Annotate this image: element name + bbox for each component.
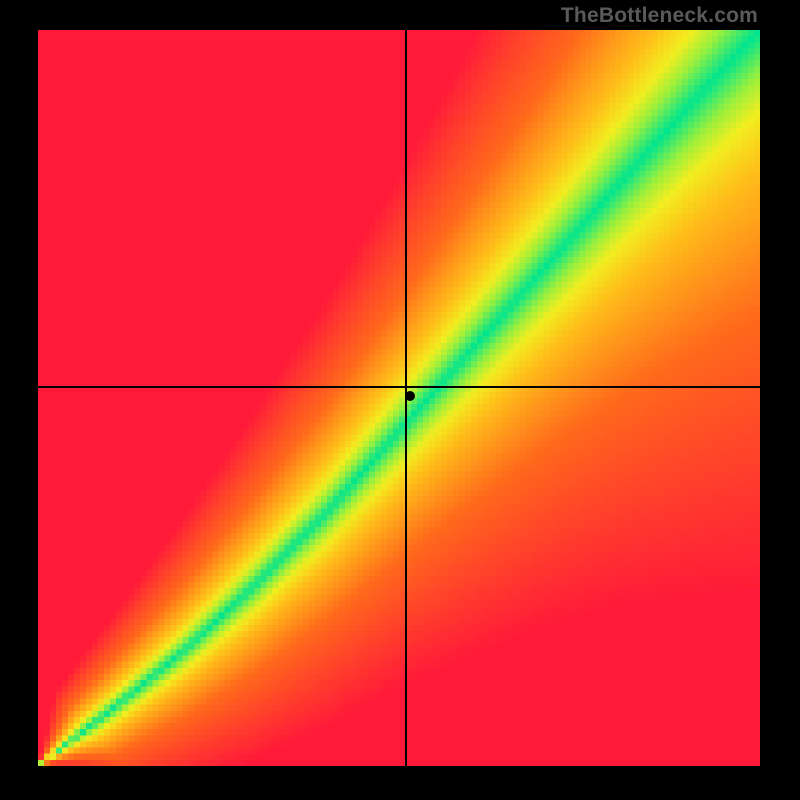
heatmap-canvas bbox=[38, 30, 760, 766]
selection-marker bbox=[405, 391, 415, 401]
crosshair-horizontal bbox=[38, 386, 760, 388]
watermark-text: TheBottleneck.com bbox=[561, 4, 758, 28]
